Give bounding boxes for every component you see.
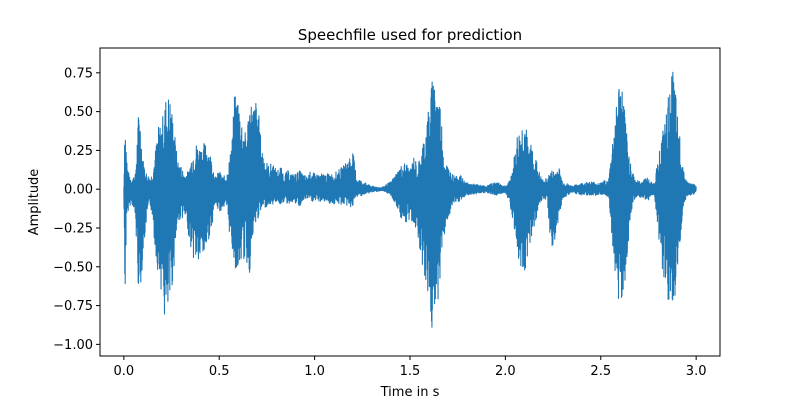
x-tick-label: 0.5: [209, 364, 230, 379]
x-tick-label: 2.5: [590, 364, 611, 379]
chart-title: Speechfile used for prediction: [298, 26, 522, 44]
x-tick-label: 3.0: [686, 364, 707, 379]
x-tick-label: 2.0: [495, 364, 516, 379]
x-axis: 0.0 0.5 1.0 1.5 2.0 2.5 3.0: [114, 356, 707, 379]
y-tick-label: −1.00: [53, 338, 93, 353]
x-tick-label: 0.0: [114, 364, 135, 379]
y-tick-label: −0.75: [53, 299, 93, 314]
y-axis: 0.75 0.50 0.25 0.00 −0.25 −0.50 −0.75 −1.00: [53, 66, 100, 353]
x-tick-label: 1.0: [304, 364, 325, 379]
y-axis-label: Amplitude: [27, 169, 42, 236]
y-tick-label: 0.75: [64, 66, 93, 81]
y-tick-label: 0.00: [64, 183, 93, 198]
plot-area: [123, 71, 697, 328]
y-tick-label: −0.25: [53, 221, 93, 236]
y-tick-label: 0.50: [64, 105, 93, 120]
y-tick-label: −0.50: [53, 260, 93, 275]
x-axis-label: Time in s: [380, 385, 440, 400]
x-tick-label: 1.5: [400, 364, 421, 379]
waveform-series-line: [123, 71, 697, 328]
y-tick-label: 0.25: [64, 144, 93, 159]
